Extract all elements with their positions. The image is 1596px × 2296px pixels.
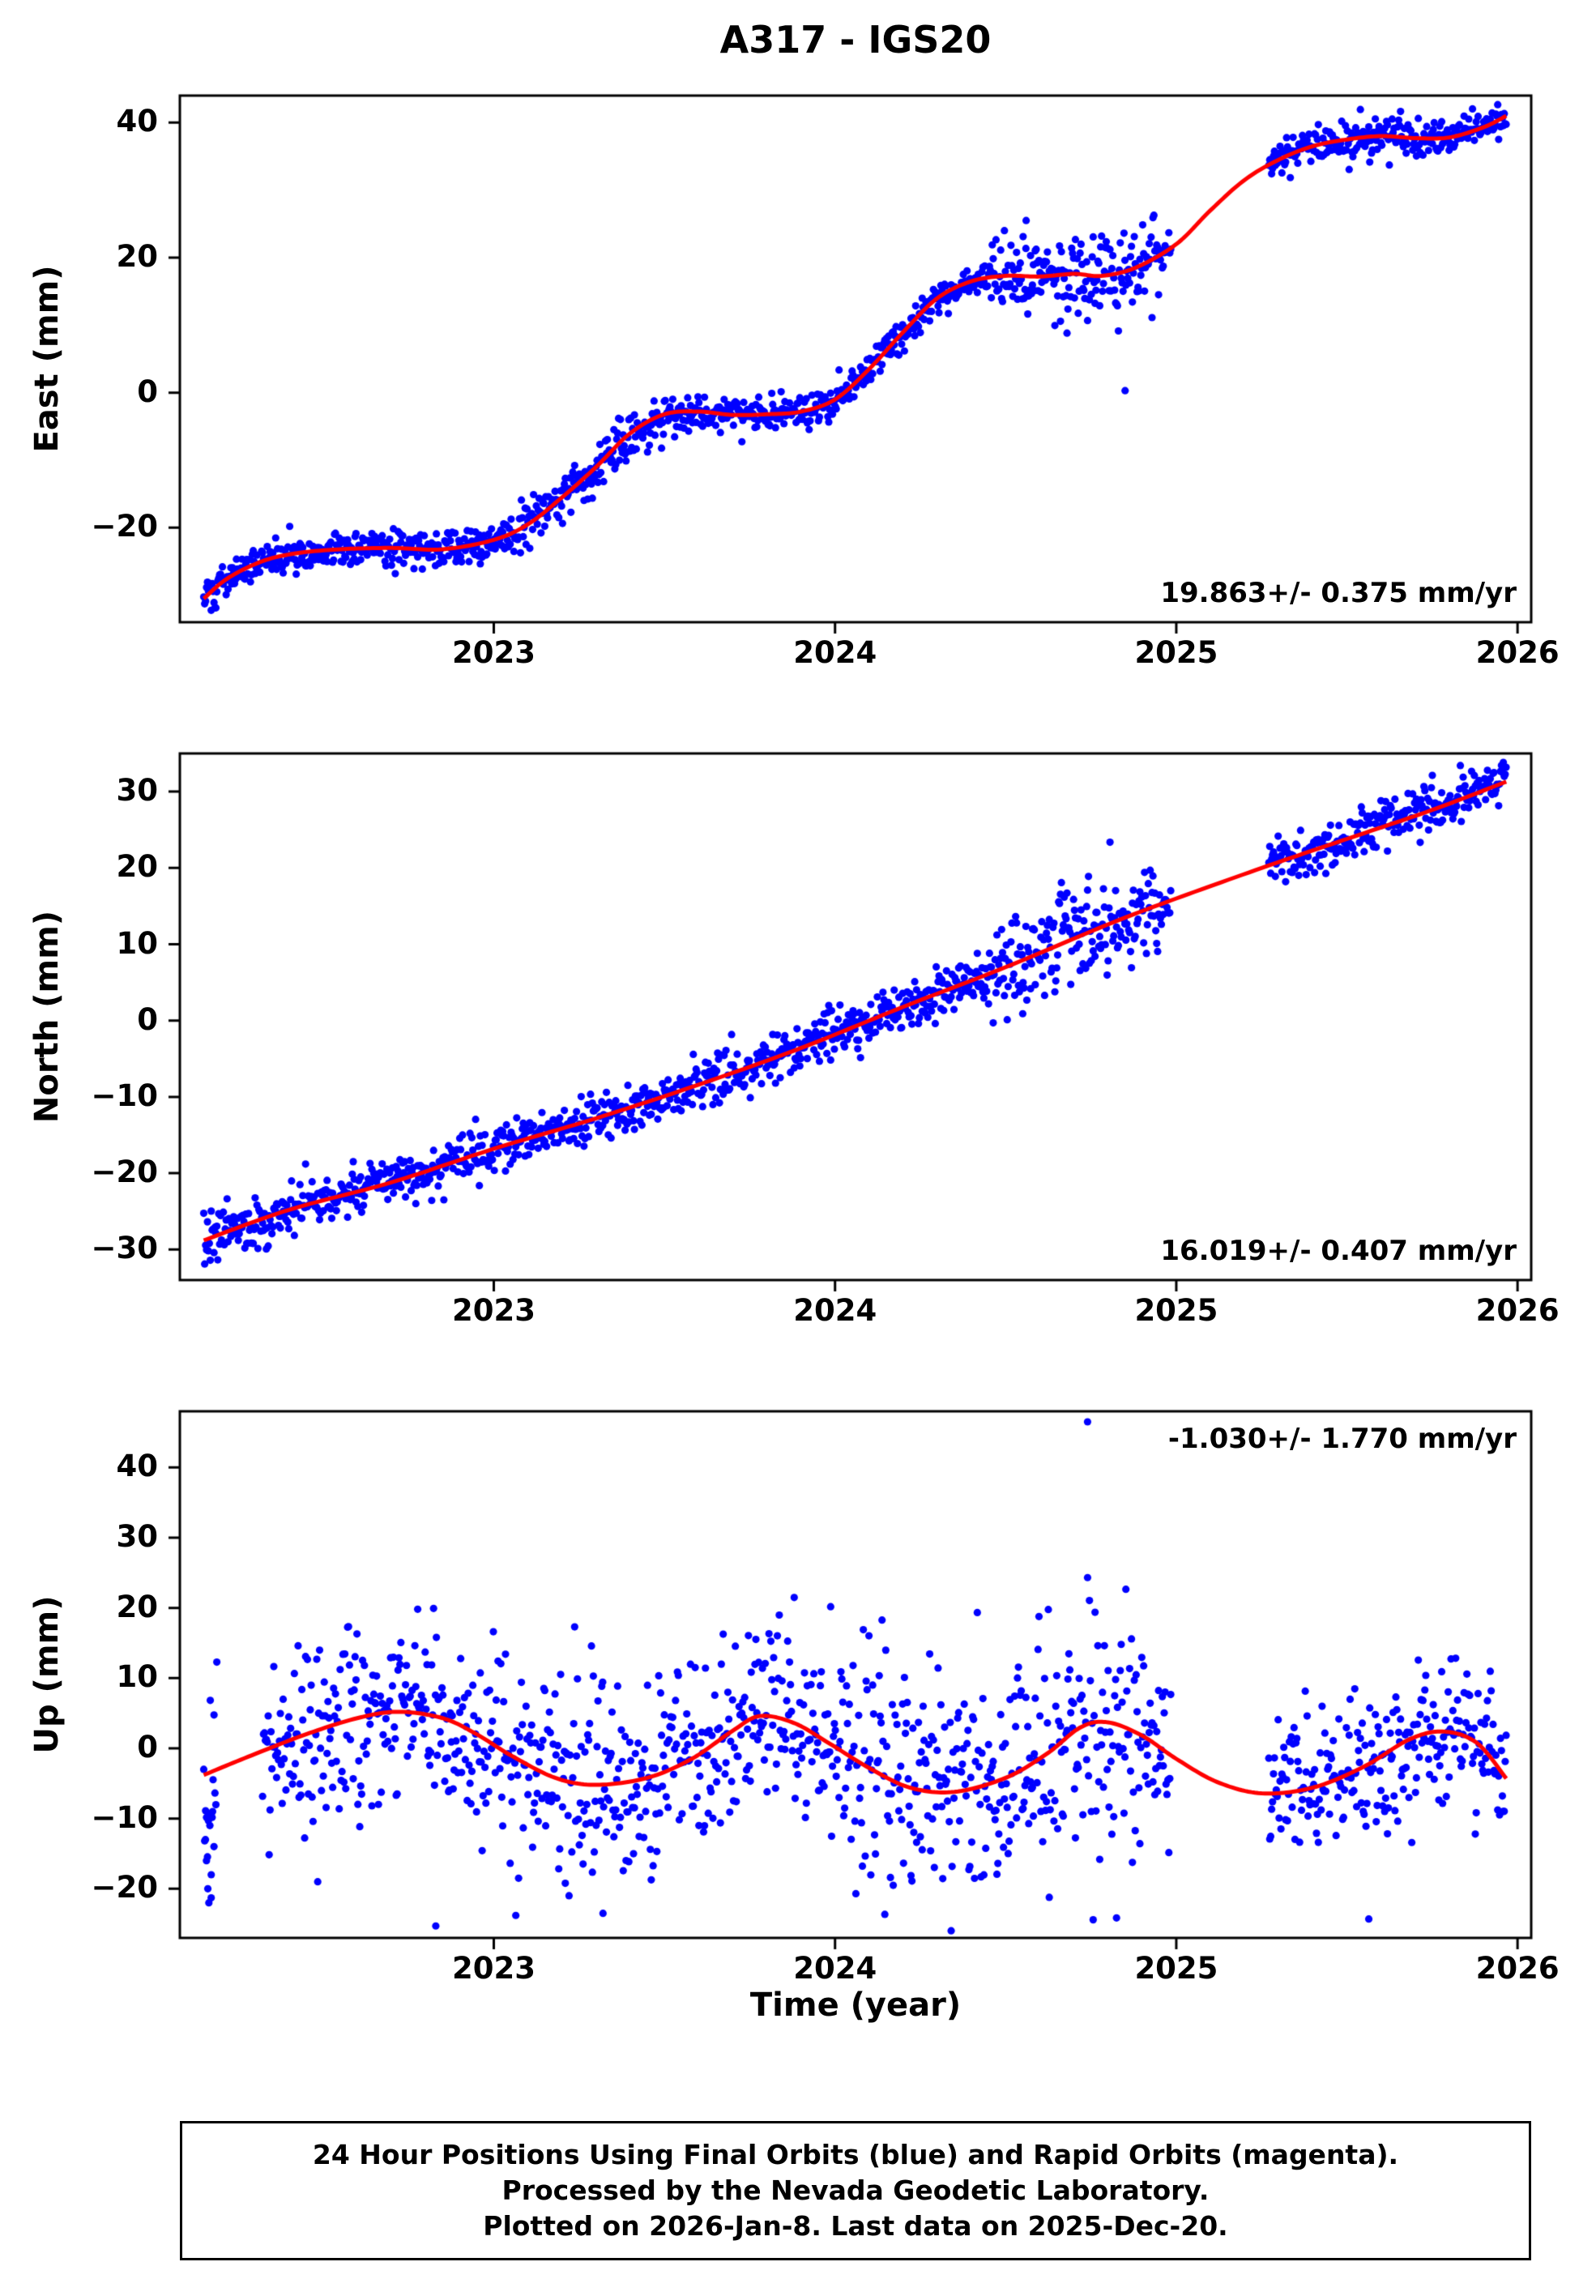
plot-title: A317 - IGS20 xyxy=(719,18,992,62)
x-tick-label: 2025 xyxy=(1134,635,1218,670)
x-tick-label: 2023 xyxy=(452,635,536,670)
y-tick-label: 10 xyxy=(116,925,159,961)
east-plot-canvas xyxy=(147,63,1564,655)
y-tick-label: 0 xyxy=(137,373,158,409)
y-tick-label: 0 xyxy=(137,1001,158,1037)
x-tick-label: 2023 xyxy=(452,1293,536,1328)
x-tick-label: 2026 xyxy=(1475,635,1560,670)
y-tick-label: 0 xyxy=(137,1730,158,1765)
y-tick-label: 20 xyxy=(116,239,159,274)
y-tick-label: 40 xyxy=(116,104,159,139)
x-tick-label: 2026 xyxy=(1475,1293,1560,1328)
y-tick-label: −10 xyxy=(91,1799,159,1835)
y-tick-label: 20 xyxy=(116,1589,159,1624)
y-tick-label: 30 xyxy=(116,773,159,809)
y-tick-label: −10 xyxy=(91,1078,159,1113)
north-plot-canvas xyxy=(147,721,1564,1312)
x-tick-label: 2024 xyxy=(793,1951,877,1986)
x-tick-label: 2024 xyxy=(793,1293,877,1328)
caption-line-3: Plotted on 2026-Jan-8. Last data on 2025… xyxy=(483,2210,1228,2242)
y-tick-label: −30 xyxy=(91,1231,159,1266)
y-tick-label: −20 xyxy=(91,509,159,544)
caption-box: 24 Hour Positions Using Final Orbits (bl… xyxy=(180,2121,1531,2260)
y-tick-label: −20 xyxy=(91,1154,159,1190)
y-tick-label: 20 xyxy=(116,849,159,885)
y-tick-label: 40 xyxy=(116,1449,159,1484)
x-axis-title: Time (year) xyxy=(749,1987,962,2024)
up-plot-canvas xyxy=(147,1379,1564,1970)
y-tick-label: 10 xyxy=(116,1659,159,1695)
x-tick-label: 2024 xyxy=(793,635,877,670)
y-tick-label: −20 xyxy=(91,1870,159,1906)
x-tick-label: 2026 xyxy=(1475,1951,1560,1986)
x-tick-label: 2023 xyxy=(452,1951,536,1986)
x-tick-label: 2025 xyxy=(1134,1951,1218,1986)
caption-line-2: Processed by the Nevada Geodetic Laborat… xyxy=(501,2174,1210,2206)
caption-line-1: 24 Hour Positions Using Final Orbits (bl… xyxy=(312,2139,1399,2170)
x-tick-label: 2025 xyxy=(1134,1293,1218,1328)
y-tick-label: 30 xyxy=(116,1519,159,1554)
